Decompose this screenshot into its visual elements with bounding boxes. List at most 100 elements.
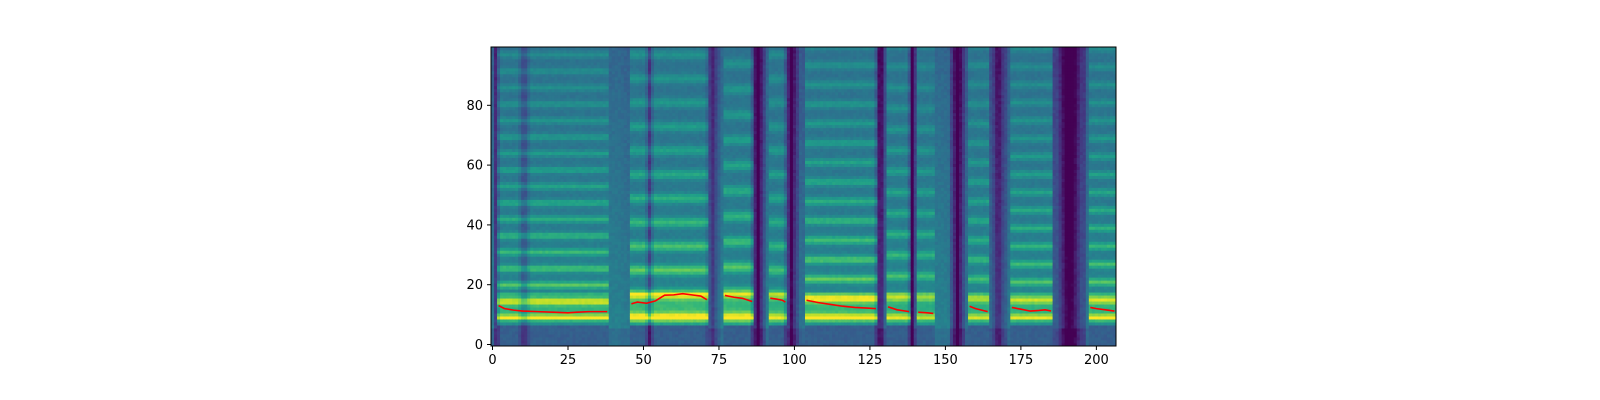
- heatmap-cell: [557, 142, 561, 147]
- heatmap-cell: [575, 262, 579, 266]
- heatmap-cell: [530, 298, 534, 302]
- heatmap-cell: [626, 64, 631, 69]
- heatmap-cell: [530, 340, 534, 344]
- heatmap-cell: [554, 145, 558, 150]
- heatmap-cell: [602, 157, 607, 162]
- heatmap-cell: [575, 232, 579, 236]
- heatmap-cell: [617, 136, 622, 141]
- heatmap-cell: [503, 253, 507, 257]
- heatmap-cell: [569, 289, 573, 293]
- heatmap-cell: [584, 289, 589, 293]
- heatmap-cell: [506, 208, 510, 212]
- heatmap-cell: [587, 106, 592, 111]
- heatmap-cell: [584, 322, 589, 326]
- heatmap-cell: [578, 241, 582, 245]
- heatmap-cell: [515, 232, 519, 236]
- heatmap-cell: [500, 58, 504, 63]
- heatmap-cell: [635, 52, 640, 57]
- heatmap-cell: [593, 283, 598, 287]
- heatmap-cell: [584, 178, 589, 182]
- heatmap-cell: [584, 115, 589, 120]
- heatmap-cell: [632, 214, 637, 218]
- heatmap-cell: [521, 277, 525, 281]
- heatmap-cell: [527, 268, 531, 272]
- heatmap-cell: [536, 202, 540, 206]
- heatmap-cell: [575, 253, 579, 257]
- heatmap-cell: [551, 70, 555, 75]
- heatmap-cell: [566, 166, 570, 170]
- heatmap-cell: [494, 82, 498, 87]
- heatmap-cell: [602, 262, 607, 266]
- heatmap-cell: [506, 343, 510, 346]
- heatmap-cell: [566, 241, 570, 245]
- heatmap-cell: [638, 259, 643, 263]
- heatmap-cell: [632, 175, 637, 179]
- heatmap-cell: [539, 331, 543, 335]
- heatmap-cell: [515, 220, 519, 224]
- heatmap-cell: [554, 217, 558, 221]
- heatmap-cell: [545, 262, 549, 266]
- heatmap-cell: [545, 214, 549, 218]
- heatmap-cell: [542, 124, 546, 129]
- heatmap-cell: [623, 220, 628, 224]
- heatmap-cell: [554, 283, 558, 287]
- heatmap-cell: [599, 256, 604, 260]
- heatmap-cell: [494, 289, 498, 293]
- heatmap-cell: [566, 280, 570, 284]
- heatmap-cell: [584, 229, 589, 233]
- heatmap-cell: [563, 256, 567, 260]
- heatmap-cell: [503, 52, 507, 57]
- heatmap-cell: [530, 229, 534, 233]
- heatmap-cell: [626, 208, 631, 212]
- heatmap-cell: [623, 265, 628, 269]
- heatmap-cell: [539, 190, 543, 194]
- heatmap-cell: [518, 292, 522, 296]
- heatmap-cell: [509, 226, 513, 230]
- heatmap-cell: [578, 253, 582, 257]
- heatmap-cell: [566, 151, 570, 156]
- heatmap-cell: [554, 301, 558, 305]
- heatmap-cell: [566, 115, 570, 120]
- heatmap-cell: [530, 47, 534, 51]
- heatmap-cell: [626, 226, 631, 230]
- heatmap-cell: [500, 61, 504, 66]
- heatmap-cell: [494, 103, 498, 108]
- heatmap-cell: [614, 196, 619, 200]
- heatmap-cell: [602, 58, 607, 63]
- heatmap-cell: [578, 307, 582, 311]
- heatmap-cell: [605, 178, 610, 182]
- heatmap-cell: [500, 178, 504, 182]
- heatmap-cell: [602, 295, 607, 299]
- heatmap-cell: [560, 79, 564, 84]
- heatmap-cell: [542, 325, 546, 329]
- heatmap-cell: [503, 55, 507, 60]
- heatmap-cell: [569, 172, 573, 176]
- heatmap-cell: [497, 115, 501, 120]
- heatmap-cell: [527, 181, 531, 185]
- heatmap-cell: [635, 79, 640, 84]
- heatmap-cell: [638, 286, 643, 290]
- heatmap-cell: [599, 340, 604, 344]
- heatmap-cell: [629, 241, 634, 245]
- heatmap-cell: [575, 154, 579, 159]
- heatmap-cell: [536, 274, 540, 278]
- heatmap-cell: [566, 274, 570, 278]
- heatmap-cell: [509, 166, 513, 170]
- heatmap-cell: [623, 100, 628, 105]
- heatmap-cell: [560, 88, 564, 93]
- heatmap-cell: [593, 172, 598, 176]
- heatmap-cell: [566, 145, 570, 150]
- heatmap-cell: [635, 64, 640, 69]
- heatmap-cell: [578, 235, 582, 239]
- heatmap-cell: [494, 166, 498, 170]
- heatmap-cell: [599, 151, 604, 156]
- heatmap-cell: [566, 259, 570, 263]
- heatmap-cell: [581, 223, 585, 227]
- heatmap-cell: [491, 175, 495, 179]
- heatmap-cell: [548, 166, 552, 170]
- heatmap-cell: [599, 217, 604, 221]
- heatmap-cell: [614, 181, 619, 185]
- heatmap-cell: [554, 286, 558, 290]
- heatmap-cell: [533, 223, 537, 227]
- heatmap-cell: [608, 244, 613, 248]
